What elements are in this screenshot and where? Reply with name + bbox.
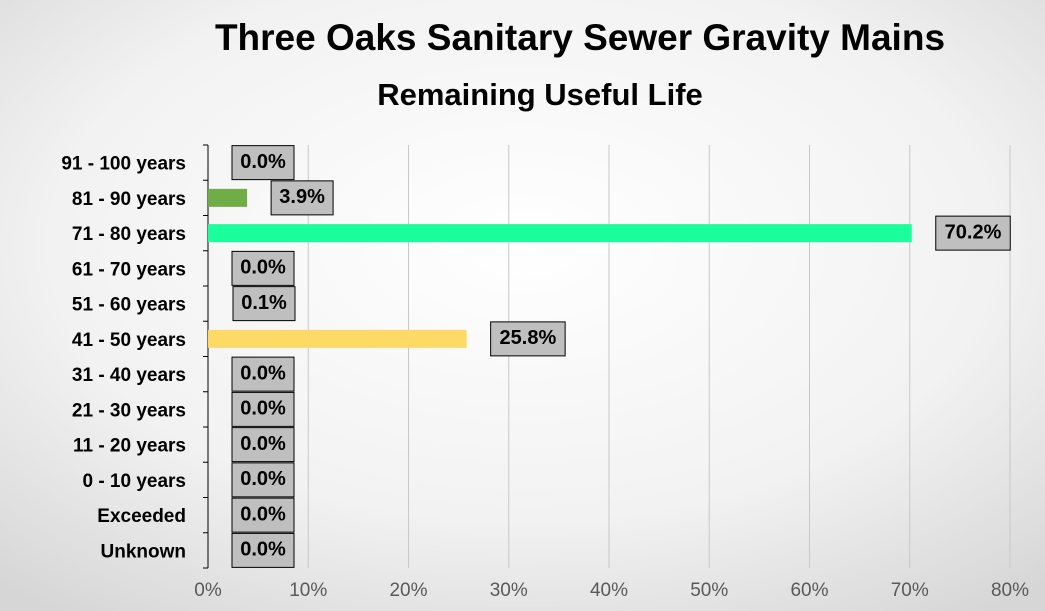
value-label-box (231, 497, 295, 533)
value-label: 0.0% (240, 398, 286, 420)
bar (208, 188, 248, 207)
y-tick-label: 91 - 100 years (61, 154, 186, 175)
value-label: 0.0% (240, 433, 286, 455)
y-tick-label: 31 - 40 years (72, 365, 186, 386)
chart-subtitle: Remaining Useful Life (377, 77, 703, 112)
x-tick-label: 10% (289, 580, 327, 601)
value-label-box (231, 250, 295, 286)
y-tick-label: 61 - 70 years (72, 259, 186, 280)
x-tick-label: 70% (891, 580, 929, 601)
chart-title: Three Oaks Sanitary Sewer Gravity Mains (215, 17, 945, 58)
y-tick-label: 71 - 80 years (72, 224, 186, 245)
y-tick-label: Exceeded (97, 506, 186, 527)
x-tick-label: 0% (194, 580, 222, 601)
value-label: 0.1% (241, 292, 287, 314)
y-tick-label: 81 - 90 years (72, 189, 186, 210)
value-label: 0.0% (240, 257, 286, 279)
value-label-box (231, 462, 295, 498)
value-label: 3.9% (279, 186, 325, 208)
value-label-box (231, 532, 295, 568)
value-label-box (231, 145, 295, 181)
value-label: 70.2% (945, 221, 1002, 243)
value-label-box (231, 356, 295, 392)
y-tick-label: 11 - 20 years (73, 436, 186, 457)
value-label-box (231, 427, 295, 463)
value-label: 0.0% (240, 362, 286, 384)
x-tick-label: 50% (690, 580, 728, 601)
value-label-box (490, 321, 566, 357)
x-tick-label: 20% (389, 580, 427, 601)
value-label: 0.0% (240, 151, 286, 173)
y-tick-label: 0 - 10 years (82, 471, 186, 492)
x-tick-label: 30% (490, 580, 528, 601)
value-label: 0.0% (240, 503, 286, 525)
x-tick-label: 60% (790, 580, 828, 601)
bar (208, 329, 467, 348)
x-tick-label: 80% (991, 580, 1029, 601)
value-label: 0.0% (240, 539, 286, 561)
bar (208, 224, 912, 243)
x-tick-label: 40% (590, 580, 628, 601)
value-label-box (935, 215, 1011, 251)
y-tick-label: Unknown (101, 541, 187, 562)
value-label-box (270, 180, 334, 216)
y-tick-label: 21 - 30 years (72, 400, 186, 421)
y-tick-label: 41 - 50 years (72, 330, 186, 351)
value-label-box (232, 286, 296, 322)
value-label-box (231, 391, 295, 427)
y-tick-label: 51 - 60 years (72, 295, 186, 316)
value-label: 0.0% (240, 468, 286, 490)
value-label: 25.8% (500, 327, 557, 349)
